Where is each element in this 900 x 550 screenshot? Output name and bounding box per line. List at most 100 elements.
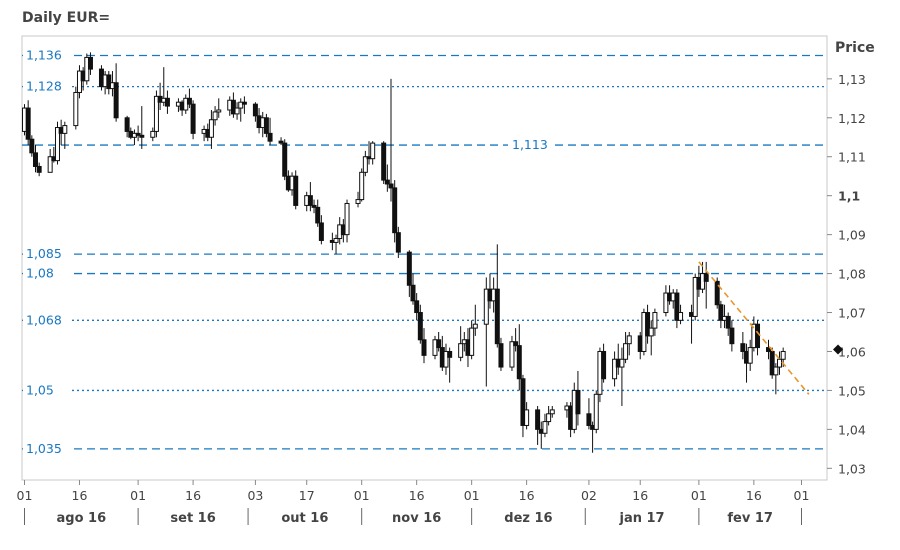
x-tick-label-7: 16 xyxy=(409,488,425,503)
candle-body-43 xyxy=(238,101,244,109)
candle-body-74 xyxy=(395,232,401,253)
level-label-bg-7 xyxy=(23,438,69,457)
x-tick-label-4: 03 xyxy=(247,488,263,503)
candle-body-121 xyxy=(645,312,651,337)
x-tick-label-9: 16 xyxy=(519,488,535,503)
month-label-2: out 16 xyxy=(281,511,328,526)
candle-body-39 xyxy=(216,109,222,113)
y-tick-label-10: 1,03 xyxy=(838,461,866,476)
y-tick-label-8: 1,05 xyxy=(838,383,866,398)
candle-body-44 xyxy=(241,101,247,105)
candle-body-29 xyxy=(164,97,170,107)
month-label-5: jan 17 xyxy=(619,511,665,526)
candle-body-1 xyxy=(25,107,31,140)
y-tick-label-0: 1,13 xyxy=(838,72,866,87)
candle-body-51 xyxy=(282,142,288,177)
y-tick-label-2: 1,11 xyxy=(838,150,866,165)
level-label-2: 1,113 xyxy=(512,137,548,152)
candle-body-50 xyxy=(278,140,284,144)
candle-body-42 xyxy=(234,107,240,115)
candle-body-148 xyxy=(780,350,786,360)
month-label-3: nov 16 xyxy=(392,511,441,526)
level-label-3: 1,085 xyxy=(26,246,62,261)
candle-body-66 xyxy=(359,171,365,201)
y-tick-label-7: 1,06 xyxy=(838,344,866,359)
candle-body-49 xyxy=(267,132,273,142)
level-label-bg-0 xyxy=(23,45,69,64)
candle-body-128 xyxy=(678,312,684,321)
candle-body-72 xyxy=(388,183,394,189)
candle-body-73 xyxy=(392,187,398,234)
month-label-4: dez 16 xyxy=(504,511,552,526)
candle-body-98 xyxy=(520,378,526,426)
candle-body-94 xyxy=(498,343,504,368)
candle-body-146 xyxy=(773,366,779,376)
candle-body-141 xyxy=(747,347,753,364)
candle-body-123 xyxy=(652,312,658,329)
month-label-1: set 16 xyxy=(170,511,215,526)
y-tick-label-1: 1,12 xyxy=(838,111,866,126)
candle-body-78 xyxy=(417,312,423,341)
candle-body-103 xyxy=(546,413,552,423)
candle-body-96 xyxy=(513,341,519,347)
candle-body-76 xyxy=(410,284,416,302)
candle-body-2 xyxy=(29,138,35,154)
candle-body-48 xyxy=(263,117,269,134)
candle-body-135 xyxy=(718,304,724,321)
candle-body-70 xyxy=(381,142,387,181)
candle-body-58 xyxy=(315,206,321,224)
candle-body-108 xyxy=(575,389,581,415)
candle-body-54 xyxy=(293,175,299,206)
y-tick-label-5: 1,08 xyxy=(838,267,866,282)
candle-body-9 xyxy=(62,125,68,134)
x-tick-label-13: 16 xyxy=(746,488,762,503)
candle-body-69 xyxy=(370,142,376,160)
x-tick-label-3: 16 xyxy=(185,488,201,503)
x-tick-label-14: 01 xyxy=(794,488,810,503)
candle-body-137 xyxy=(725,315,731,329)
level-label-bg-6 xyxy=(23,380,69,399)
candle-body-23 xyxy=(135,132,141,136)
candle-body-19 xyxy=(113,82,119,119)
candle-body-61 xyxy=(333,238,339,243)
candle-body-34 xyxy=(190,103,196,134)
candle-body-79 xyxy=(421,339,427,356)
level-lines: 1,136 1,128 1,113 1,085 1,08 1,068 1,05 1,035 xyxy=(22,45,827,457)
x-tick-label-12: 01 xyxy=(691,488,707,503)
candle-body-24 xyxy=(139,134,145,138)
candle-body-38 xyxy=(212,111,218,121)
last-price-marker xyxy=(833,344,843,355)
candle-body-77 xyxy=(414,300,420,314)
candle-body-139 xyxy=(740,343,746,352)
candle-body-97 xyxy=(516,345,522,380)
y-tick-label-4: 1,09 xyxy=(838,228,866,243)
candle-body-100 xyxy=(535,409,541,430)
chart-title: Daily EUR= xyxy=(22,10,111,26)
candle-body-145 xyxy=(769,350,775,376)
candle-body-85 xyxy=(458,343,464,358)
y-axis-title: Price xyxy=(835,40,875,56)
candle-body-90 xyxy=(483,288,489,325)
candle-body-25 xyxy=(150,130,156,138)
candle-body-144 xyxy=(766,347,772,352)
x-tick-label-8: 01 xyxy=(464,488,480,503)
candle-body-45 xyxy=(252,103,258,117)
level-label-1: 1,128 xyxy=(26,79,62,94)
level-label-5: 1,068 xyxy=(26,312,62,327)
candle-body-11 xyxy=(76,70,82,93)
candle-body-118 xyxy=(626,335,632,345)
trendline xyxy=(698,261,810,395)
candle-body-81 xyxy=(436,339,442,349)
candle-body-71 xyxy=(384,179,390,185)
candle-body-64 xyxy=(344,202,350,236)
candle-body-59 xyxy=(318,222,324,241)
candle-body-83 xyxy=(443,350,449,368)
candle-body-95 xyxy=(509,341,515,368)
candle-body-102 xyxy=(542,421,548,434)
level-label-6: 1,05 xyxy=(26,382,54,397)
level-label-0: 1,136 xyxy=(26,47,62,62)
month-label-6: fev 17 xyxy=(727,511,773,526)
candle-body-122 xyxy=(648,327,654,337)
x-tick-label-1: 16 xyxy=(72,488,88,503)
candle-body-124 xyxy=(663,292,669,314)
